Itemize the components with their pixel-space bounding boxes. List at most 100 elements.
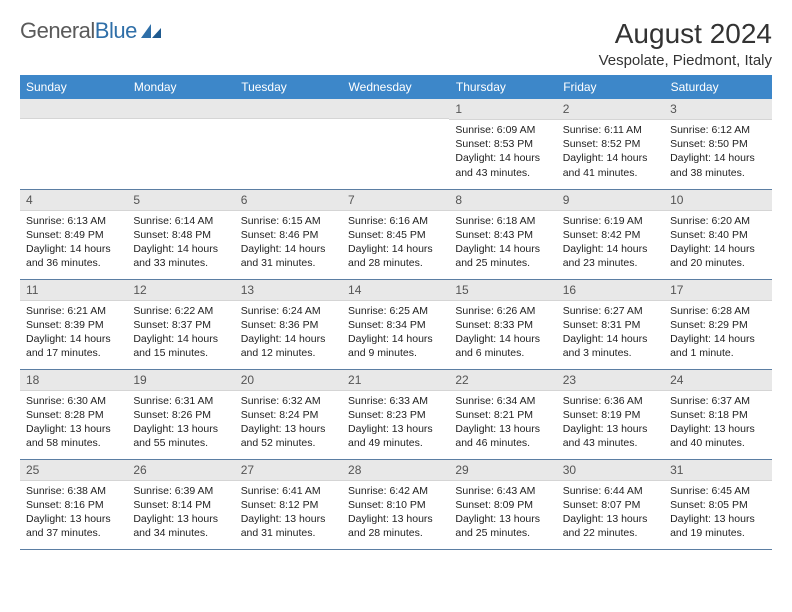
sunrise-text: Sunrise: 6:42 AM xyxy=(348,484,443,498)
weekday-header: Saturday xyxy=(664,75,771,99)
day-details: Sunrise: 6:13 AMSunset: 8:49 PMDaylight:… xyxy=(20,211,127,275)
calendar-day-cell: 20Sunrise: 6:32 AMSunset: 8:24 PMDayligh… xyxy=(235,369,342,459)
day-number: 21 xyxy=(342,370,449,391)
day-number: 13 xyxy=(235,280,342,301)
daylight-text: Daylight: 14 hours and 28 minutes. xyxy=(348,242,443,270)
calendar-week-row: 18Sunrise: 6:30 AMSunset: 8:28 PMDayligh… xyxy=(20,369,772,459)
day-number: 17 xyxy=(664,280,771,301)
sunrise-text: Sunrise: 6:11 AM xyxy=(563,123,658,137)
calendar-day-cell: 16Sunrise: 6:27 AMSunset: 8:31 PMDayligh… xyxy=(557,279,664,369)
calendar-day-cell: 29Sunrise: 6:43 AMSunset: 8:09 PMDayligh… xyxy=(449,459,556,549)
calendar-empty-cell xyxy=(235,99,342,189)
day-number: 6 xyxy=(235,190,342,211)
calendar-day-cell: 21Sunrise: 6:33 AMSunset: 8:23 PMDayligh… xyxy=(342,369,449,459)
daylight-text: Daylight: 13 hours and 25 minutes. xyxy=(455,512,550,540)
day-details: Sunrise: 6:22 AMSunset: 8:37 PMDaylight:… xyxy=(127,301,234,365)
calendar-day-cell: 25Sunrise: 6:38 AMSunset: 8:16 PMDayligh… xyxy=(20,459,127,549)
calendar-week-row: 25Sunrise: 6:38 AMSunset: 8:16 PMDayligh… xyxy=(20,459,772,549)
weekday-header: Tuesday xyxy=(235,75,342,99)
sunrise-text: Sunrise: 6:16 AM xyxy=(348,214,443,228)
calendar-day-cell: 30Sunrise: 6:44 AMSunset: 8:07 PMDayligh… xyxy=(557,459,664,549)
day-details: Sunrise: 6:36 AMSunset: 8:19 PMDaylight:… xyxy=(557,391,664,455)
sunset-text: Sunset: 8:36 PM xyxy=(241,318,336,332)
day-details: Sunrise: 6:27 AMSunset: 8:31 PMDaylight:… xyxy=(557,301,664,365)
weekday-header: Thursday xyxy=(449,75,556,99)
calendar-day-cell: 26Sunrise: 6:39 AMSunset: 8:14 PMDayligh… xyxy=(127,459,234,549)
sunrise-text: Sunrise: 6:28 AM xyxy=(670,304,765,318)
sunset-text: Sunset: 8:42 PM xyxy=(563,228,658,242)
empty-day-number xyxy=(235,99,342,119)
sunrise-text: Sunrise: 6:18 AM xyxy=(455,214,550,228)
calendar-day-cell: 6Sunrise: 6:15 AMSunset: 8:46 PMDaylight… xyxy=(235,189,342,279)
sunset-text: Sunset: 8:19 PM xyxy=(563,408,658,422)
weekday-header: Wednesday xyxy=(342,75,449,99)
day-details: Sunrise: 6:15 AMSunset: 8:46 PMDaylight:… xyxy=(235,211,342,275)
daylight-text: Daylight: 13 hours and 31 minutes. xyxy=(241,512,336,540)
daylight-text: Daylight: 14 hours and 3 minutes. xyxy=(563,332,658,360)
day-number: 4 xyxy=(20,190,127,211)
day-number: 25 xyxy=(20,460,127,481)
sunset-text: Sunset: 8:23 PM xyxy=(348,408,443,422)
day-details: Sunrise: 6:45 AMSunset: 8:05 PMDaylight:… xyxy=(664,481,771,545)
daylight-text: Daylight: 13 hours and 22 minutes. xyxy=(563,512,658,540)
daylight-text: Daylight: 13 hours and 43 minutes. xyxy=(563,422,658,450)
calendar-day-cell: 8Sunrise: 6:18 AMSunset: 8:43 PMDaylight… xyxy=(449,189,556,279)
sunset-text: Sunset: 8:33 PM xyxy=(455,318,550,332)
day-number: 18 xyxy=(20,370,127,391)
sunset-text: Sunset: 8:16 PM xyxy=(26,498,121,512)
calendar-day-cell: 14Sunrise: 6:25 AMSunset: 8:34 PMDayligh… xyxy=(342,279,449,369)
calendar-day-cell: 23Sunrise: 6:36 AMSunset: 8:19 PMDayligh… xyxy=(557,369,664,459)
calendar-day-cell: 11Sunrise: 6:21 AMSunset: 8:39 PMDayligh… xyxy=(20,279,127,369)
sunrise-text: Sunrise: 6:44 AM xyxy=(563,484,658,498)
sunset-text: Sunset: 8:10 PM xyxy=(348,498,443,512)
day-number: 15 xyxy=(449,280,556,301)
daylight-text: Daylight: 14 hours and 25 minutes. xyxy=(455,242,550,270)
daylight-text: Daylight: 13 hours and 46 minutes. xyxy=(455,422,550,450)
sunrise-text: Sunrise: 6:25 AM xyxy=(348,304,443,318)
calendar-empty-cell xyxy=(127,99,234,189)
sunrise-text: Sunrise: 6:27 AM xyxy=(563,304,658,318)
calendar-day-cell: 12Sunrise: 6:22 AMSunset: 8:37 PMDayligh… xyxy=(127,279,234,369)
calendar-day-cell: 1Sunrise: 6:09 AMSunset: 8:53 PMDaylight… xyxy=(449,99,556,189)
daylight-text: Daylight: 14 hours and 17 minutes. xyxy=(26,332,121,360)
day-details: Sunrise: 6:28 AMSunset: 8:29 PMDaylight:… xyxy=(664,301,771,365)
day-details: Sunrise: 6:37 AMSunset: 8:18 PMDaylight:… xyxy=(664,391,771,455)
day-details: Sunrise: 6:39 AMSunset: 8:14 PMDaylight:… xyxy=(127,481,234,545)
empty-day-number xyxy=(20,99,127,119)
day-details: Sunrise: 6:30 AMSunset: 8:28 PMDaylight:… xyxy=(20,391,127,455)
sunset-text: Sunset: 8:45 PM xyxy=(348,228,443,242)
weekday-header: Monday xyxy=(127,75,234,99)
calendar-day-cell: 18Sunrise: 6:30 AMSunset: 8:28 PMDayligh… xyxy=(20,369,127,459)
sunrise-text: Sunrise: 6:20 AM xyxy=(670,214,765,228)
daylight-text: Daylight: 14 hours and 15 minutes. xyxy=(133,332,228,360)
calendar-week-row: 4Sunrise: 6:13 AMSunset: 8:49 PMDaylight… xyxy=(20,189,772,279)
sunset-text: Sunset: 8:39 PM xyxy=(26,318,121,332)
calendar-body: 1Sunrise: 6:09 AMSunset: 8:53 PMDaylight… xyxy=(20,99,772,549)
day-number: 8 xyxy=(449,190,556,211)
daylight-text: Daylight: 13 hours and 28 minutes. xyxy=(348,512,443,540)
daylight-text: Daylight: 13 hours and 34 minutes. xyxy=(133,512,228,540)
daylight-text: Daylight: 13 hours and 58 minutes. xyxy=(26,422,121,450)
day-details: Sunrise: 6:24 AMSunset: 8:36 PMDaylight:… xyxy=(235,301,342,365)
calendar-day-cell: 27Sunrise: 6:41 AMSunset: 8:12 PMDayligh… xyxy=(235,459,342,549)
sunset-text: Sunset: 8:21 PM xyxy=(455,408,550,422)
sunset-text: Sunset: 8:53 PM xyxy=(455,137,550,151)
sunrise-text: Sunrise: 6:14 AM xyxy=(133,214,228,228)
sunrise-text: Sunrise: 6:45 AM xyxy=(670,484,765,498)
weekday-header-row: SundayMondayTuesdayWednesdayThursdayFrid… xyxy=(20,75,772,99)
daylight-text: Daylight: 14 hours and 43 minutes. xyxy=(455,151,550,179)
weekday-header: Friday xyxy=(557,75,664,99)
sunset-text: Sunset: 8:18 PM xyxy=(670,408,765,422)
day-number: 16 xyxy=(557,280,664,301)
sunrise-text: Sunrise: 6:33 AM xyxy=(348,394,443,408)
sunset-text: Sunset: 8:52 PM xyxy=(563,137,658,151)
day-number: 24 xyxy=(664,370,771,391)
sunset-text: Sunset: 8:14 PM xyxy=(133,498,228,512)
calendar-day-cell: 15Sunrise: 6:26 AMSunset: 8:33 PMDayligh… xyxy=(449,279,556,369)
calendar-day-cell: 9Sunrise: 6:19 AMSunset: 8:42 PMDaylight… xyxy=(557,189,664,279)
page-header: GeneralBlue August 2024 Vespolate, Piedm… xyxy=(20,18,772,69)
sunrise-text: Sunrise: 6:37 AM xyxy=(670,394,765,408)
calendar-day-cell: 13Sunrise: 6:24 AMSunset: 8:36 PMDayligh… xyxy=(235,279,342,369)
sunrise-text: Sunrise: 6:36 AM xyxy=(563,394,658,408)
sunset-text: Sunset: 8:09 PM xyxy=(455,498,550,512)
